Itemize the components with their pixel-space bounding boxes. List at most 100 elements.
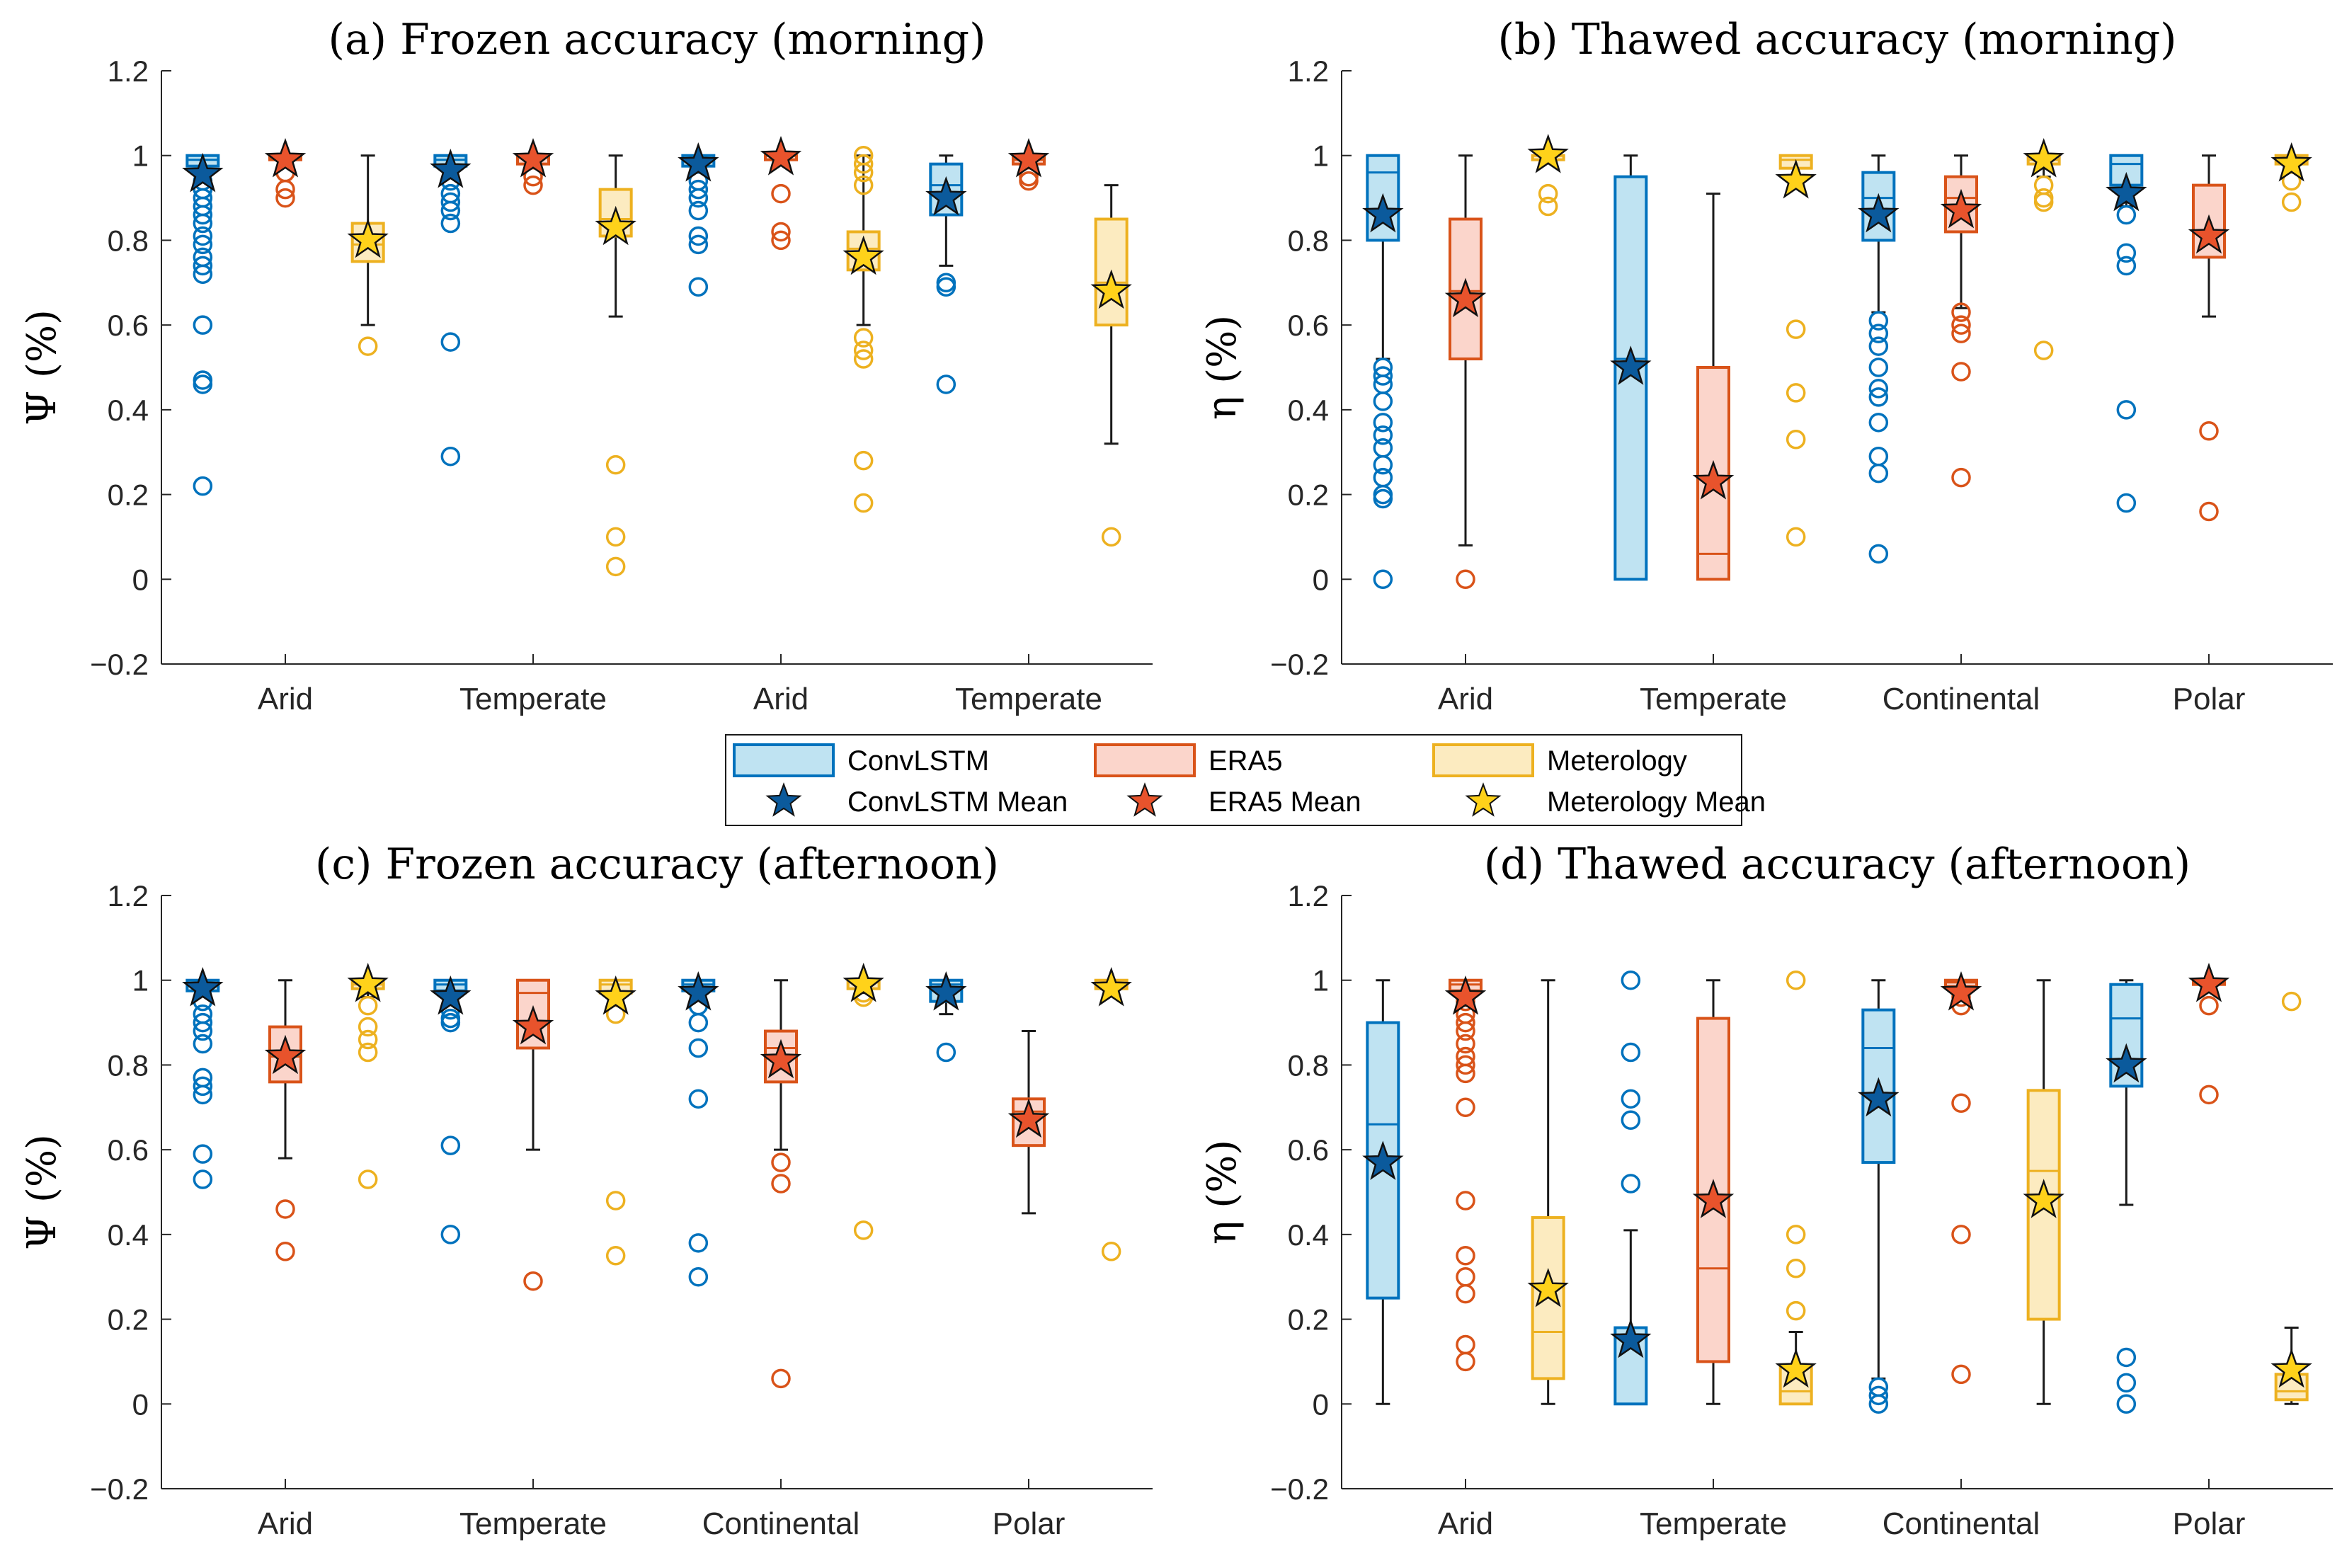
- outlier-point: [1621, 1110, 1641, 1130]
- y-tick-label: 1: [132, 964, 149, 997]
- box-era5: [2188, 963, 2230, 1105]
- outlier-point: [2116, 1347, 2137, 1368]
- mean-star: [595, 205, 636, 246]
- y-axis-label: η (%): [1199, 1140, 1245, 1244]
- y-tick-label: −0.2: [1270, 1472, 1329, 1506]
- outlier-point: [1951, 324, 1971, 343]
- box-convlstm: [1610, 154, 1652, 581]
- mean-star: [264, 138, 307, 178]
- outlier-point: [1456, 569, 1475, 590]
- outlier-point: [853, 162, 874, 183]
- legend-entry: ConvLSTM Mean: [765, 782, 1068, 818]
- outlier-point: [688, 277, 709, 297]
- outlier-point: [1868, 1385, 1889, 1406]
- box-meteorology: [1775, 970, 1817, 1406]
- outlier-point: [193, 1076, 213, 1097]
- box-convlstm: [2106, 154, 2147, 513]
- outlier-point: [1538, 196, 1558, 217]
- mean-star: [2270, 1348, 2312, 1388]
- y-tick-label: 0.2: [108, 479, 149, 512]
- outlier-point: [440, 1225, 461, 1244]
- y-tick-label: 1.2: [1288, 55, 1329, 88]
- y-tick-label: 0.6: [108, 309, 149, 342]
- outlier-point: [688, 1266, 709, 1287]
- y-tick-label: −0.2: [90, 648, 149, 681]
- y-tick-label: 0.6: [1288, 1133, 1329, 1167]
- box-meteorology: [2023, 137, 2064, 360]
- outlier-point: [193, 234, 213, 255]
- outlier-point: [193, 205, 213, 225]
- mean-star: [678, 971, 719, 1011]
- box-meteorology: [347, 962, 389, 1189]
- outlier-point: [440, 446, 461, 467]
- mean-star: [430, 148, 472, 188]
- outlier-point: [2281, 991, 2302, 1012]
- chart-title: (c) Frozen accuracy (afternoon): [315, 840, 999, 889]
- chart-panel: (a) Frozen accuracy (morning) Ψ (%) −0.2 0 0…: [19, 15, 1153, 716]
- outlier-point: [688, 226, 709, 246]
- box-meteorology: [1775, 154, 1817, 547]
- chart-title: (a) Frozen accuracy (morning): [329, 15, 986, 64]
- mean-star: [1610, 1318, 1652, 1358]
- y-tick-label: 0.6: [108, 1133, 149, 1167]
- category-label: Polar: [993, 1506, 1066, 1541]
- outlier-point: [1456, 1097, 1475, 1118]
- y-axis-label: Ψ (%): [19, 1134, 65, 1250]
- legend-entry: ERA5: [1094, 743, 1283, 777]
- box-convlstm: [2106, 979, 2147, 1414]
- outlier-point: [193, 1144, 213, 1164]
- box-convlstm: [678, 142, 719, 297]
- outlier-point: [358, 1029, 378, 1050]
- outlier-point: [936, 374, 956, 394]
- outlier-point: [688, 1233, 709, 1253]
- category-label: Polar: [2173, 682, 2246, 716]
- chart-panel: (d) Thawed accuracy (afternoon) η (%) −0.2…: [1199, 840, 2333, 1541]
- outlier-point: [853, 154, 874, 174]
- box-meteorology: [2270, 142, 2312, 212]
- y-tick-label: 0: [1313, 563, 1329, 596]
- y-tick-label: −0.2: [1270, 648, 1329, 681]
- box-era5: [1940, 154, 1982, 488]
- legend-star: [765, 782, 802, 817]
- box-convlstm: [678, 971, 719, 1287]
- y-tick-label: 1.2: [108, 879, 149, 912]
- outlier-point: [193, 1034, 213, 1054]
- y-tick-label: 0.8: [1288, 224, 1329, 257]
- box-convlstm: [182, 966, 224, 1189]
- outlier-point: [193, 1012, 213, 1033]
- mean-star: [2270, 142, 2312, 182]
- mean-star: [1858, 193, 1900, 233]
- box-convlstm: [1858, 154, 1900, 564]
- outlier-point: [358, 1169, 378, 1189]
- outlier-point: [771, 183, 791, 204]
- box-iqr: [1696, 366, 1730, 581]
- outlier-point: [1456, 1351, 1475, 1372]
- y-tick-label: 0.4: [108, 394, 149, 427]
- outlier-point: [1951, 1364, 1971, 1385]
- outlier-point: [193, 374, 213, 394]
- outlier-point: [853, 328, 874, 348]
- outlier-point: [193, 1085, 213, 1105]
- outlier-point: [2116, 1394, 2137, 1414]
- outlier-point: [1456, 1021, 1475, 1041]
- box-era5: [1692, 193, 1735, 581]
- outlier-point: [2116, 243, 2137, 263]
- box-era5: [760, 979, 802, 1389]
- outlier-point: [275, 188, 295, 208]
- outlier-point: [1786, 970, 1806, 990]
- mean-star: [347, 218, 389, 258]
- outlier-point: [771, 1152, 791, 1172]
- outlier-point: [193, 476, 213, 496]
- box-convlstm: [430, 148, 472, 467]
- outlier-point: [1868, 311, 1889, 331]
- outlier-point: [1456, 1246, 1475, 1266]
- box-meteorology: [1090, 184, 1132, 547]
- outlier-point: [688, 188, 709, 208]
- outlier-point: [2116, 205, 2137, 225]
- y-tick-label: 0.4: [1288, 1218, 1329, 1252]
- outlier-point: [440, 213, 461, 234]
- box-era5: [760, 136, 802, 251]
- mean-star: [2188, 963, 2230, 1002]
- outlier-point: [936, 1042, 956, 1063]
